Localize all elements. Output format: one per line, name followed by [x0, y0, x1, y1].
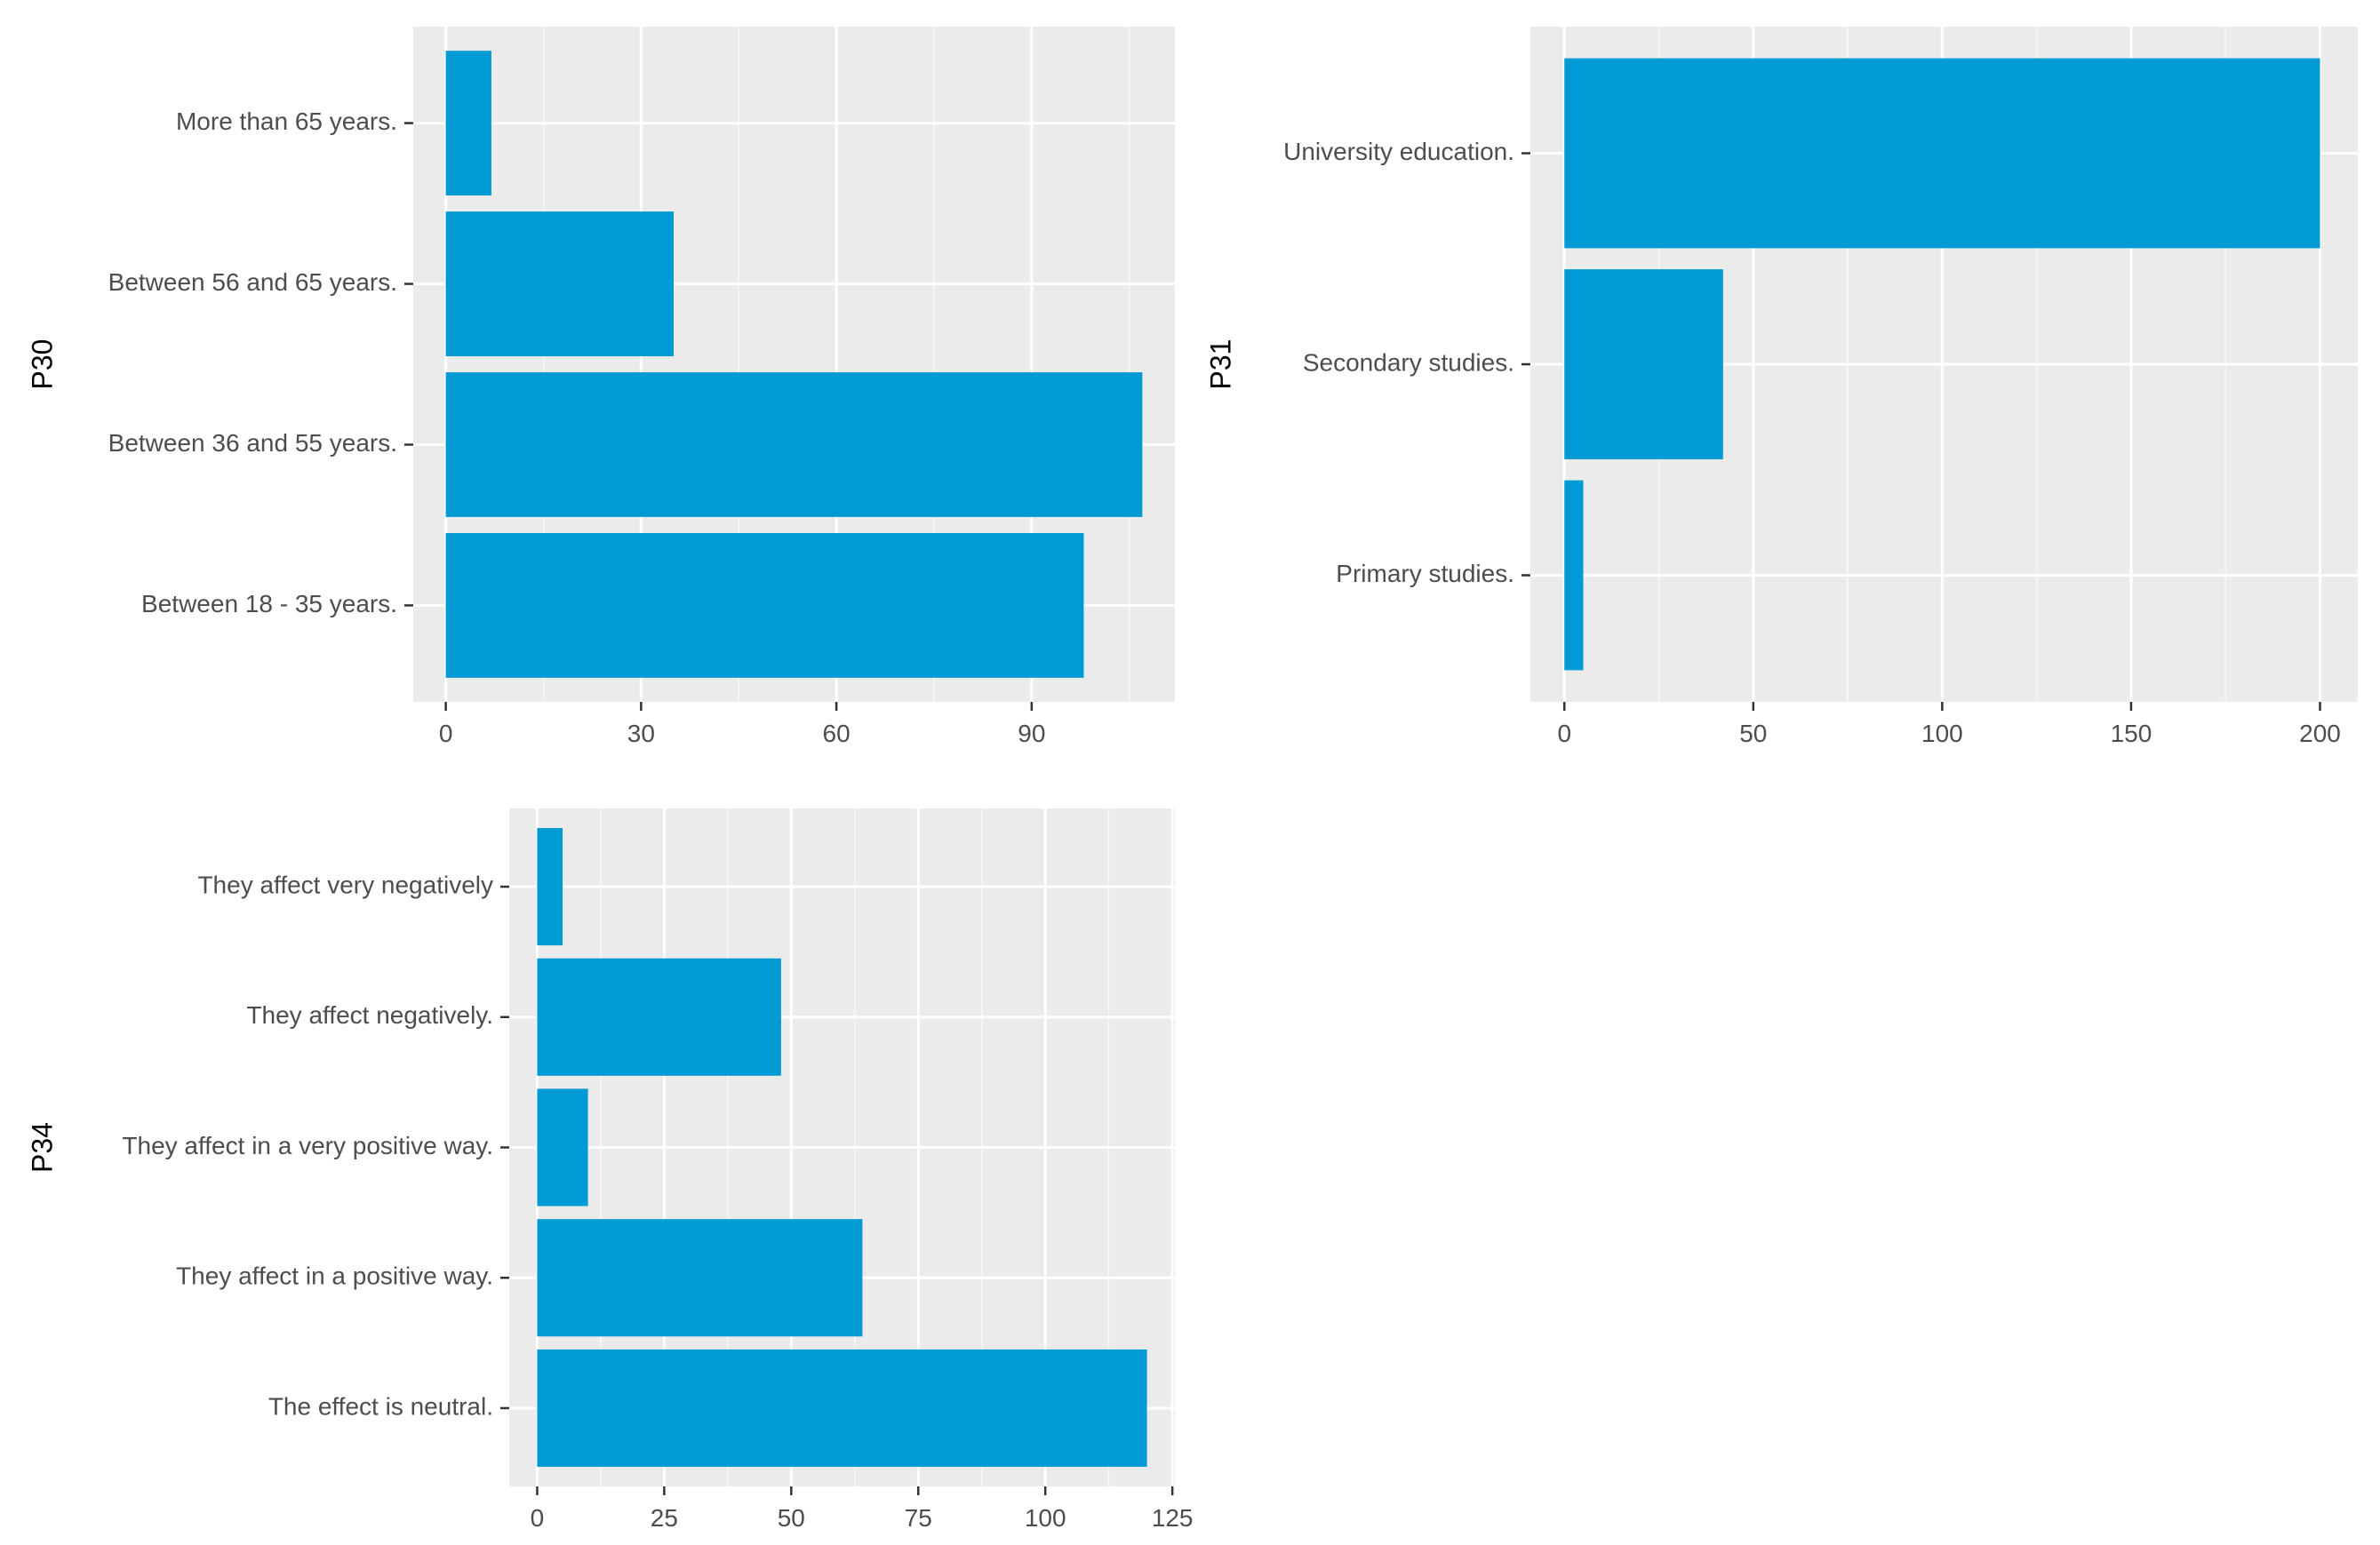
- x-tick-label: 25: [651, 1504, 678, 1532]
- bar: [1564, 480, 1584, 671]
- bar: [445, 51, 491, 196]
- y-tick-label: They affect in a very positive way.: [122, 1132, 493, 1159]
- bar: [445, 372, 1143, 517]
- y-tick-label: They affect negatively.: [246, 1001, 493, 1029]
- bar: [537, 828, 563, 946]
- chart-panel-p31: University education. Secondary studies. P…: [1204, 27, 2358, 747]
- x-tick-label: 200: [2299, 720, 2341, 747]
- bar: [445, 211, 674, 356]
- x-tick-label: 100: [1025, 1504, 1066, 1532]
- y-tick-label: Between 56 and 65 years.: [108, 268, 397, 296]
- y-tick-label: Primary studies.: [1336, 560, 1514, 587]
- bar: [537, 1088, 588, 1207]
- x-tick-label: 0: [531, 1504, 545, 1532]
- y-tick-label: The effect is neutral.: [268, 1392, 493, 1420]
- y-tick-label: They affect in a positive way.: [176, 1262, 493, 1290]
- x-tick-label: 125: [1152, 1504, 1194, 1532]
- x-tick-label: 50: [778, 1504, 805, 1532]
- bar: [1564, 269, 1723, 459]
- bar: [1564, 58, 2320, 249]
- chart-panel-p30: More than 65 years. Between 56 and 65 yea…: [26, 27, 1175, 747]
- x-tick-label: 75: [905, 1504, 932, 1532]
- x-tick-label: 60: [823, 720, 851, 747]
- y-tick-label: More than 65 years.: [176, 108, 397, 135]
- y-tick-label: They affect very negatively: [197, 871, 493, 898]
- chart-panel-p34: They affect very negatively They affect n…: [26, 808, 1194, 1532]
- y-axis-title: P31: [1204, 339, 1236, 390]
- y-tick-label: Secondary studies.: [1303, 348, 1514, 376]
- y-tick-label: University education.: [1283, 138, 1514, 165]
- bar: [537, 958, 781, 1076]
- y-axis-title: P30: [26, 339, 58, 390]
- bar: [445, 533, 1084, 678]
- x-tick-label: 90: [1018, 720, 1045, 747]
- y-tick-label: Between 36 and 55 years.: [108, 429, 397, 457]
- bar: [537, 1219, 863, 1337]
- x-tick-label: 30: [627, 720, 655, 747]
- x-tick-label: 0: [1557, 720, 1571, 747]
- y-axis-title: P34: [26, 1122, 58, 1173]
- x-tick-label: 0: [439, 720, 453, 747]
- y-tick-label: Between 18 - 35 years.: [141, 590, 397, 617]
- bar: [537, 1349, 1147, 1467]
- x-tick-label: 50: [1739, 720, 1767, 747]
- x-tick-label: 100: [1921, 720, 1963, 747]
- x-tick-label: 150: [2111, 720, 2152, 747]
